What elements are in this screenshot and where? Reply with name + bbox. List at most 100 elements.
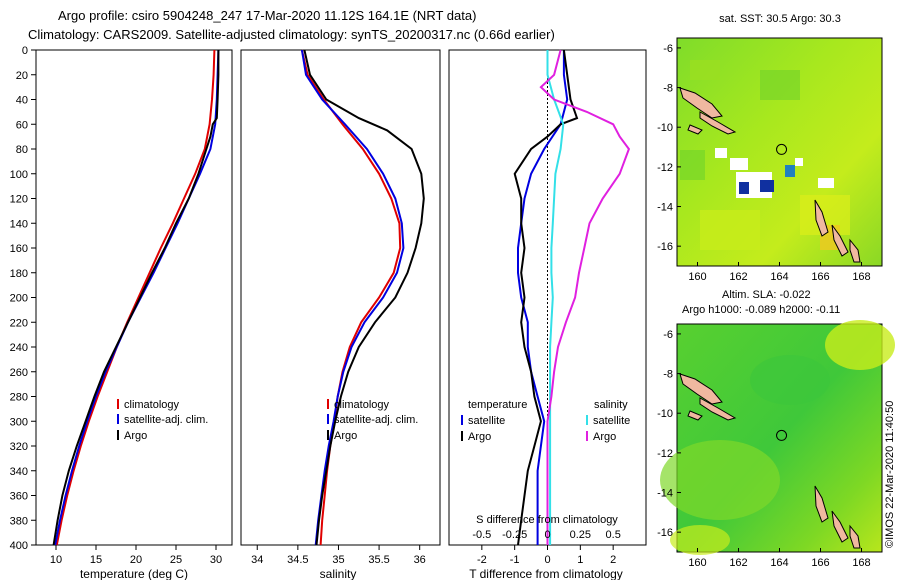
map-x-tick-label: 160 — [688, 271, 706, 283]
x-tick-label: 1 — [577, 554, 583, 566]
temperature-line-argo — [52, 50, 220, 546]
depth-tick-label: 20 — [16, 70, 28, 82]
salinity-plot-frame — [240, 49, 441, 546]
map-x-tick-label: 164 — [770, 557, 788, 569]
temperature-line-climatology — [55, 49, 216, 546]
map-y-tick-label: -14 — [657, 488, 673, 500]
sst-cold-pixel — [760, 180, 774, 192]
sst-cloud-gap — [730, 158, 748, 170]
depth-tick-label: 80 — [16, 144, 28, 156]
depth-tick-label: 400 — [10, 540, 28, 552]
temperature-lines — [52, 49, 220, 546]
sst-map-title: sat. SST: 30.5 Argo: 30.3 — [719, 13, 841, 25]
sla-patch — [750, 355, 830, 405]
sst-patch — [690, 60, 720, 80]
s-difference-axis-label: S difference from climatology — [476, 514, 618, 526]
depth-tick-label: 340 — [10, 466, 28, 478]
difference-line-temperature-argo — [513, 49, 579, 546]
depth-tick-label: 220 — [10, 317, 28, 329]
legend-argo-label: Argo — [334, 430, 357, 442]
temperature-panel: 0 20 40 60 80 100 120 140 160 180 200 220 240 260 280 3… — [10, 45, 233, 580]
legend-s-argo-label: Argo — [593, 431, 616, 443]
depth-tick-label: 380 — [10, 515, 28, 527]
salinity-x-axis: 34 34.5 35 35.5 36 — [251, 545, 426, 566]
sst-cold-pixel — [739, 182, 749, 194]
depth-tick-label: 280 — [10, 392, 28, 404]
sst-cloud-gap — [715, 148, 727, 158]
sst-cloud-gap — [818, 178, 834, 188]
map-x-tick-label: 164 — [770, 271, 788, 283]
depth-tick-label: 200 — [10, 293, 28, 305]
depth-tick-label: 120 — [10, 194, 28, 206]
map-x-tick-label: 168 — [852, 557, 870, 569]
difference-line-temperature-satellite — [517, 50, 569, 545]
salinity-panel: 34 34.5 35 35.5 36 salinity climatology sate… — [240, 49, 441, 580]
sla-map-axes: 160 162 164 166 168 -6 -8 -10 -12 -14 -16 — [657, 329, 871, 569]
map-x-tick-label: 168 — [852, 271, 870, 283]
sla-patch — [825, 320, 895, 370]
map-y-tick-label: -12 — [657, 162, 673, 174]
depth-tick-label: 140 — [10, 218, 28, 230]
x-tick-label: 34.5 — [287, 554, 308, 566]
map-x-tick-label: 160 — [688, 557, 706, 569]
land-vanuatu — [849, 238, 861, 263]
land-solomon-islands — [679, 87, 723, 119]
depth-tick-label: 300 — [10, 416, 28, 428]
legend-climatology-label: climatology — [124, 399, 180, 411]
salinity-line-argo — [303, 49, 425, 546]
s-tick-label: 0.5 — [606, 529, 621, 541]
difference-line-salinity-satellite — [546, 50, 565, 545]
x-tick-label: 20 — [130, 554, 142, 566]
depth-tick-label: 0 — [22, 45, 28, 57]
land-vanuatu — [814, 485, 829, 523]
sla-patch — [660, 440, 780, 520]
depth-tick-label: 60 — [16, 119, 28, 131]
difference-legend: temperature satellite Argo salinity sate… — [461, 399, 630, 443]
map-y-tick-label: -14 — [657, 202, 673, 214]
s-difference-axis: -0.5 -0.25 0 0.25 0.5 — [472, 529, 620, 541]
depth-tick-label: 160 — [10, 243, 28, 255]
legend-salinity-title: salinity — [594, 399, 628, 411]
map-y-tick-label: -12 — [657, 448, 673, 460]
sla-map-land — [679, 373, 861, 549]
salinity-lines — [300, 49, 425, 546]
salinity-legend: climatology satellite-adj. clim. Argo — [327, 399, 418, 442]
sst-patch — [680, 150, 705, 180]
x-tick-label: -2 — [477, 554, 487, 566]
land-vanuatu — [831, 224, 849, 257]
map-x-tick-label: 162 — [729, 557, 747, 569]
difference-line-salinity-argo — [539, 49, 631, 545]
s-tick-label: 0.25 — [570, 529, 591, 541]
x-tick-label: 30 — [210, 554, 222, 566]
land-vanuatu — [814, 199, 829, 237]
salinity-axis-label: salinity — [320, 567, 357, 580]
sst-patch — [700, 210, 760, 250]
map-y-tick-label: -10 — [657, 408, 673, 420]
sst-map-axes: 160 162 164 166 168 -6 -8 -10 -12 -14 -16 — [657, 43, 871, 283]
difference-panel: -2 -1 0 1 2 T difference from climatology S … — [448, 49, 647, 580]
land-solomon-islands — [699, 111, 737, 135]
sla-map-texture — [660, 320, 895, 555]
sst-cold-pixel — [785, 165, 795, 177]
sla-map-title: Altim. SLA: -0.022 — [722, 289, 811, 301]
land-solomon-islands — [699, 397, 737, 421]
map-y-tick-label: -10 — [657, 122, 673, 134]
s-tick-label: 0 — [544, 529, 550, 541]
header-line-1: Argo profile: csiro 5904248_247 17-Mar-2… — [58, 8, 476, 23]
map-x-tick-label: 166 — [811, 557, 829, 569]
map-y-tick-label: -8 — [663, 83, 673, 95]
map-x-tick-label: 166 — [811, 271, 829, 283]
x-tick-label: 25 — [170, 554, 182, 566]
s-tick-label: -0.5 — [472, 529, 491, 541]
map-x-tick-label: 162 — [729, 271, 747, 283]
land-solomon-islands — [687, 124, 703, 135]
map-y-tick-label: -6 — [663, 43, 673, 55]
sst-map-land — [679, 87, 861, 263]
salinity-line-satellite-adj-clim- — [300, 49, 405, 546]
depth-tick-label: 180 — [10, 268, 28, 280]
depth-tick-label: 260 — [10, 367, 28, 379]
legend-t-satellite-label: satellite — [468, 415, 505, 427]
depth-axis: 0 20 40 60 80 100 120 140 160 180 200 220 240 260 280 3… — [10, 45, 36, 552]
header-line-2: Climatology: CARS2009. Satellite-adjuste… — [28, 27, 555, 42]
